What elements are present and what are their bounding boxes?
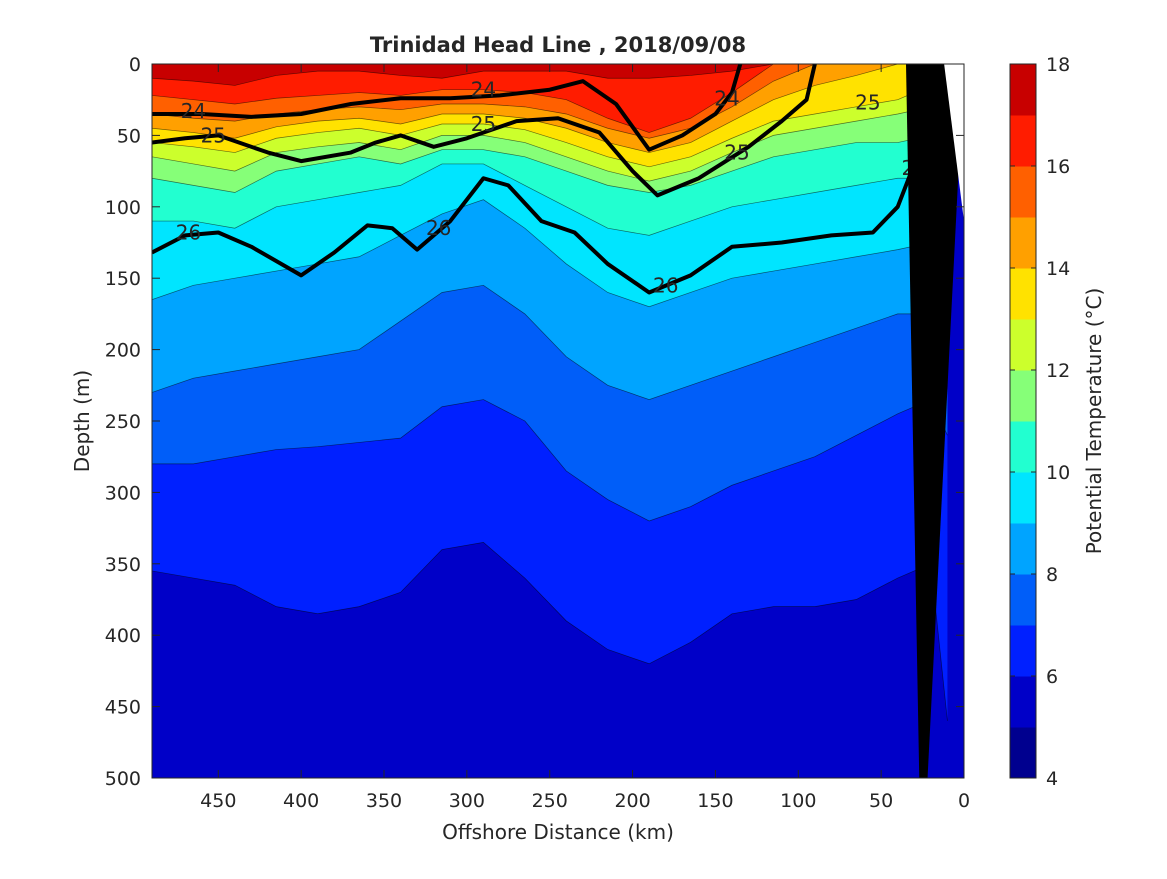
colorbar-swatch	[1010, 166, 1036, 218]
y-tick-label: 350	[105, 554, 141, 576]
x-tick-label: 250	[532, 790, 568, 812]
isotherm-line-12	[152, 92, 948, 182]
x-tick-label: 100	[780, 790, 816, 812]
plot-area: 2424242525252526262626	[152, 64, 964, 778]
colorbar-tick-label: 16	[1046, 156, 1070, 178]
x-tick-label: 0	[958, 790, 970, 812]
contour-label: 25	[201, 123, 226, 147]
colorbar-swatch	[1010, 727, 1036, 779]
colorbar-swatch	[1010, 523, 1036, 575]
colorbar-swatch	[1010, 319, 1036, 371]
x-tick-label: 350	[366, 790, 402, 812]
plot-overlay: 450 400 350 300 250 200 150 100 50 00501001502002…	[105, 54, 970, 812]
density-contour-26	[152, 94, 941, 295]
isotherm-line-6	[152, 542, 948, 721]
isotherm-line-10	[152, 149, 948, 236]
x-tick-label: 300	[449, 790, 485, 812]
y-axis-label: Depth (m)	[70, 370, 94, 472]
isotherm-line-16	[152, 64, 948, 133]
x-tick-label: 400	[283, 790, 319, 812]
y-tick-label: 200	[105, 340, 141, 362]
x-tick-label: 450	[200, 790, 236, 812]
y-tick-label: 300	[105, 482, 141, 504]
no-data-region	[944, 64, 964, 222]
colorbar-swatch	[1010, 268, 1036, 320]
contour-label: 26	[426, 216, 451, 240]
x-tick-label: 200	[614, 790, 650, 812]
contour-label: 25	[724, 141, 749, 165]
colorbar-tick-label: 10	[1046, 462, 1070, 484]
density-contour-24	[152, 64, 743, 152]
y-tick-label: 150	[105, 268, 141, 290]
y-tick-label: 0	[129, 54, 141, 76]
density-contour-25	[152, 64, 817, 198]
contour-label: 25	[855, 91, 880, 115]
colorbar-swatch	[1010, 625, 1036, 677]
y-tick-label: 500	[105, 768, 141, 790]
contour-label: 25	[471, 112, 496, 136]
contour-label: 26	[653, 273, 678, 297]
contour-label: 24	[471, 78, 496, 102]
bathymetry-shape	[906, 64, 964, 778]
y-tick-label: 450	[105, 697, 141, 719]
isotherm-line-17	[152, 64, 948, 86]
colorbar-swatch	[1010, 574, 1036, 626]
x-tick-label: 50	[869, 790, 893, 812]
contour-label: 24	[181, 99, 206, 123]
colorbar-tick-label: 14	[1046, 258, 1070, 280]
x-axis-label: Offshore Distance (km)	[442, 820, 674, 844]
isotherm-line-8	[152, 284, 948, 400]
contour-label: 26	[176, 221, 201, 245]
y-tick-label: 250	[105, 411, 141, 433]
chart-title: Trinidad Head Line , 2018/09/08	[370, 33, 746, 57]
colorbar-tick-label: 4	[1046, 768, 1058, 790]
contour-label: 24	[714, 86, 739, 110]
colorbar-swatch	[1010, 64, 1036, 116]
isotherm-line-15	[152, 64, 948, 139]
colorbar: 4 6 8 10 12 14 16 18	[1009, 54, 1070, 790]
colorbar-swatch	[1010, 370, 1036, 422]
colorbar-swatch	[1010, 217, 1036, 269]
isotherm-line-14	[152, 64, 948, 153]
isotherm-line-13	[152, 64, 948, 168]
colorbar-tick-label: 6	[1046, 666, 1058, 688]
colorbar-tick-label: 18	[1046, 54, 1070, 76]
colorbar-tick-label: 12	[1046, 360, 1070, 382]
colorbar-swatch	[1010, 115, 1036, 167]
isotherm-line-7	[152, 399, 948, 522]
y-tick-label: 400	[105, 625, 141, 647]
temperature-band-17	[152, 64, 948, 86]
colorbar-label: Potential Temperature (°C)	[1082, 288, 1106, 555]
y-tick-label: 100	[105, 197, 141, 219]
y-tick-label: 50	[117, 125, 141, 147]
isotherm-line-11	[152, 120, 948, 193]
colorbar-swatch	[1010, 421, 1036, 473]
colorbar-swatch	[1010, 676, 1036, 728]
colorbar-tick-label: 8	[1046, 564, 1058, 586]
colorbar-swatch	[1010, 472, 1036, 524]
x-tick-label: 150	[697, 790, 733, 812]
colorbar-frame	[1009, 63, 1037, 779]
